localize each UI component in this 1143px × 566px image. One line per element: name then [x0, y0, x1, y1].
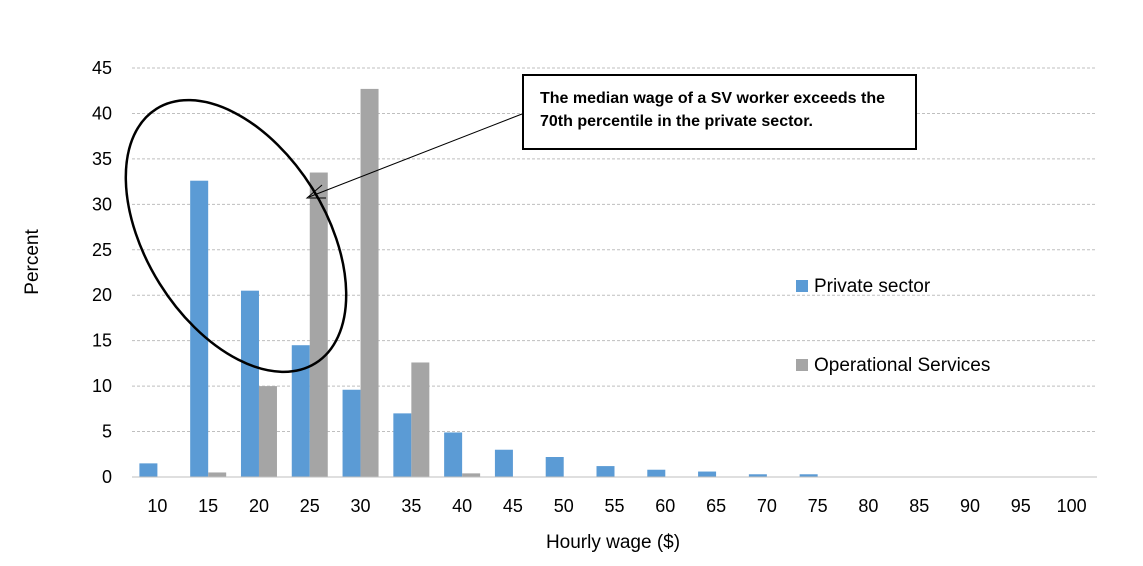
y-tick-label: 35	[92, 149, 112, 169]
y-tick-label: 10	[92, 376, 112, 396]
bar-private-sector	[342, 389, 361, 477]
y-tick-label: 45	[92, 58, 112, 78]
x-tick-label: 95	[1011, 496, 1031, 516]
y-tick-label: 15	[92, 331, 112, 351]
callout-annotation: The median wage of a SV worker exceeds t…	[522, 74, 917, 150]
bar-private-sector	[444, 432, 463, 477]
x-tick-label: 65	[706, 496, 726, 516]
bar-private-sector	[545, 457, 564, 477]
bar-private-sector	[393, 413, 412, 477]
y-tick-label: 0	[102, 467, 112, 487]
bar-private-sector	[596, 466, 615, 477]
bar-private-sector	[291, 345, 310, 477]
x-tick-label: 75	[808, 496, 828, 516]
bar-private-sector	[799, 474, 818, 477]
x-tick-label: 60	[655, 496, 675, 516]
x-tick-label: 100	[1057, 496, 1087, 516]
x-axis: 10 15 20 25 30 35 40 45 50 55 60 65 70 75 80 85 90 95 100	[132, 476, 1097, 516]
x-tick-label: 35	[401, 496, 421, 516]
x-tick-label: 45	[503, 496, 523, 516]
bar-private-sector	[647, 469, 666, 477]
bar-operational-services	[411, 362, 430, 477]
y-axis-title: Percent	[22, 229, 43, 295]
bar-private-sector	[190, 180, 209, 478]
bar-operational-services	[462, 473, 481, 477]
x-tick-label: 20	[249, 496, 269, 516]
x-tick-label: 80	[858, 496, 878, 516]
x-tick-label: 55	[604, 496, 624, 516]
legend: Private sector Operational Services	[796, 276, 990, 376]
bar-private-sector	[698, 471, 717, 477]
legend-swatch-operational-services	[796, 359, 808, 371]
y-tick-label: 20	[92, 285, 112, 305]
bar-operational-services	[360, 88, 379, 477]
bar-private-sector	[494, 449, 513, 477]
x-tick-label: 15	[198, 496, 218, 516]
callout-arrowhead	[305, 184, 326, 199]
legend-swatch-private-sector	[796, 280, 808, 292]
bar-operational-services	[208, 472, 227, 477]
callout-arrow	[308, 113, 523, 198]
y-tick-label: 5	[102, 422, 112, 442]
x-tick-label: 50	[554, 496, 574, 516]
x-tick-label: 40	[452, 496, 472, 516]
x-tick-label: 25	[300, 496, 320, 516]
bar-private-sector	[240, 290, 259, 477]
bar-private-sector	[748, 474, 767, 477]
highlight-ellipse	[124, 98, 348, 374]
y-tick-label: 25	[92, 240, 112, 260]
x-tick-label: 85	[909, 496, 929, 516]
bars	[139, 88, 818, 478]
bar-private-sector	[139, 463, 158, 477]
x-tick-label: 30	[351, 496, 371, 516]
legend-label-operational-services: Operational Services	[814, 355, 990, 376]
x-axis-title: Hourly wage ($)	[546, 532, 680, 553]
bar-operational-services	[258, 386, 277, 477]
x-tick-label: 10	[147, 496, 167, 516]
y-tick-label: 40	[92, 103, 112, 123]
legend-label-private-sector: Private sector	[814, 276, 931, 297]
y-axis-ticks: 0 5 10 15 20 25 30 35 40 45	[92, 58, 112, 487]
y-tick-label: 30	[92, 194, 112, 214]
x-tick-label: 90	[960, 496, 980, 516]
bar-operational-services	[309, 172, 328, 477]
x-tick-label: 70	[757, 496, 777, 516]
